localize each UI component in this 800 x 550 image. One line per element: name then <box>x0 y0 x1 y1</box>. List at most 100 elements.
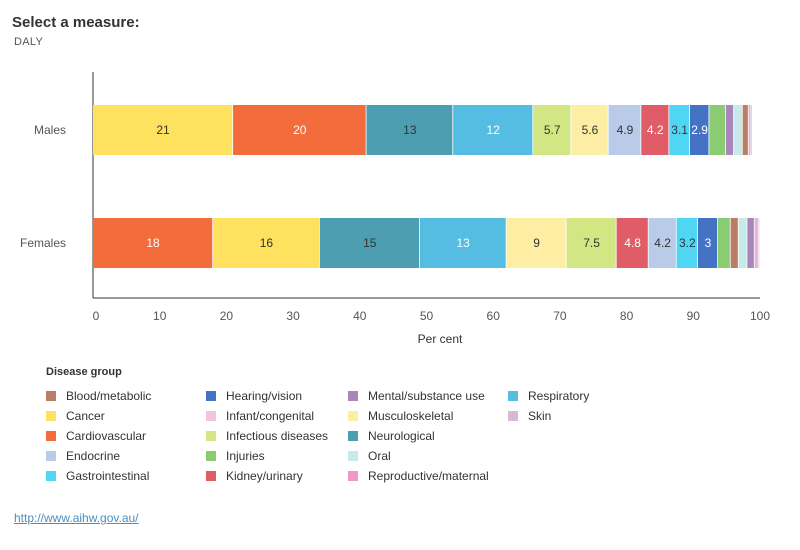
bar-segment <box>676 218 698 268</box>
bar-segment <box>571 105 608 155</box>
legend-swatch <box>206 471 216 481</box>
legend-swatch <box>348 391 358 401</box>
legend-swatch <box>348 471 358 481</box>
x-tick-label: 20 <box>220 309 234 323</box>
legend-swatch <box>206 391 216 401</box>
data-label: 12 <box>487 123 501 137</box>
bar-segment <box>641 105 669 155</box>
legend-item[interactable]: Infectious diseases <box>206 426 348 446</box>
legend-swatch <box>508 411 518 421</box>
data-label: 9 <box>533 236 540 250</box>
aihw-link[interactable]: http://www.aihw.gov.au/ <box>14 511 139 525</box>
legend-label: Injuries <box>226 449 265 463</box>
bar-segment <box>506 218 566 268</box>
legend-swatch <box>348 451 358 461</box>
x-tick-label: 0 <box>93 309 100 323</box>
data-label: 2.9 <box>691 123 708 137</box>
data-label: 15 <box>363 236 377 250</box>
legend-item[interactable]: Injuries <box>206 446 348 466</box>
data-label: 20 <box>293 123 307 137</box>
legend-label: Kidney/urinary <box>226 469 303 483</box>
legend-label: Cardiovascular <box>66 429 147 443</box>
legend-swatch <box>206 431 216 441</box>
bar-segment <box>725 105 734 155</box>
x-tick-label: 30 <box>286 309 300 323</box>
data-label: 7.5 <box>583 236 600 250</box>
bar-segment <box>730 218 738 268</box>
legend-label: Reproductive/maternal <box>368 469 489 483</box>
bar-segment <box>453 105 533 155</box>
bar-segment <box>93 218 213 268</box>
legend-item[interactable]: Oral <box>348 446 508 466</box>
legend-item[interactable]: Kidney/urinary <box>206 466 348 486</box>
bar-segment <box>733 105 742 155</box>
bar-segment <box>648 218 676 268</box>
legend-label: Hearing/vision <box>226 389 303 403</box>
x-tick-label: 40 <box>353 309 367 323</box>
legend-item[interactable]: Endocrine <box>46 446 206 466</box>
data-label: 3 <box>705 236 712 250</box>
bar-segment <box>742 105 748 155</box>
x-tick-label: 90 <box>687 309 701 323</box>
bar-segment <box>751 105 752 155</box>
legend-label: Neurological <box>368 429 435 443</box>
bar-segment <box>717 218 730 268</box>
measure-selector[interactable]: DALY <box>14 36 44 48</box>
bar-segment <box>419 218 506 268</box>
legend-item[interactable]: Mental/substance use <box>348 386 508 406</box>
legend-swatch <box>348 411 358 421</box>
data-label: 18 <box>146 236 160 250</box>
legend-label: Oral <box>368 449 391 463</box>
bar-segment <box>748 105 751 155</box>
legend-item[interactable]: Respiratory <box>508 386 648 406</box>
bar-segment <box>93 105 233 155</box>
legend-label: Musculoskeletal <box>368 409 454 423</box>
data-label: 5.6 <box>582 123 599 137</box>
bar-segment <box>366 105 453 155</box>
x-tick-label: 100 <box>750 309 770 323</box>
row-label-males: Males <box>34 123 66 137</box>
legend-item[interactable]: Hearing/vision <box>206 386 348 406</box>
bar-segment <box>697 218 718 268</box>
bar-segment <box>533 105 571 155</box>
data-label: 21 <box>156 123 170 137</box>
data-label: 4.9 <box>617 123 634 137</box>
legend-item[interactable]: Cardiovascular <box>46 426 206 446</box>
legend-item[interactable]: Blood/metabolic <box>46 386 206 406</box>
legend-swatch <box>206 451 216 461</box>
bar-segment <box>566 218 616 268</box>
legend-label: Blood/metabolic <box>66 389 152 403</box>
legend-label: Cancer <box>66 409 105 423</box>
x-tick-label: 10 <box>153 309 167 323</box>
x-tick-label: 60 <box>487 309 501 323</box>
bar-segment <box>213 218 319 268</box>
legend-item[interactable]: Neurological <box>348 426 508 446</box>
legend-item[interactable]: Cancer <box>46 406 206 426</box>
legend-swatch <box>508 391 518 401</box>
bar-segment <box>319 218 420 268</box>
x-tick-label: 80 <box>620 309 634 323</box>
bar-segment <box>758 218 760 268</box>
bar-segment <box>233 105 366 155</box>
stacked-bar-chart: 0 10 20 30 40 50 60 70 80 90 100 Per cent Males 21 20 1… <box>20 72 770 346</box>
legend-swatch <box>46 411 56 421</box>
legend-item[interactable]: Infant/congenital <box>206 406 348 426</box>
bar-segment <box>709 105 726 155</box>
legend-label: Skin <box>528 409 552 423</box>
legend-label: Respiratory <box>528 389 590 403</box>
legend-item[interactable]: Skin <box>508 406 648 426</box>
legend-item[interactable]: Reproductive/maternal <box>348 466 508 486</box>
legend-label: Infant/congenital <box>226 409 315 423</box>
legend-swatch <box>206 411 216 421</box>
bar-segment <box>608 105 641 155</box>
legend-item[interactable]: Gastrointestinal <box>46 466 206 486</box>
legend-swatch <box>46 431 56 441</box>
legend-swatch <box>348 431 358 441</box>
legend-label: Infectious diseases <box>226 429 329 443</box>
data-label: 3.2 <box>679 236 696 250</box>
data-label: 3.1 <box>671 123 688 137</box>
legend-swatch <box>46 391 56 401</box>
legend-item[interactable]: Musculoskeletal <box>348 406 508 426</box>
data-label: 4.2 <box>654 236 671 250</box>
bar-segment <box>689 105 709 155</box>
